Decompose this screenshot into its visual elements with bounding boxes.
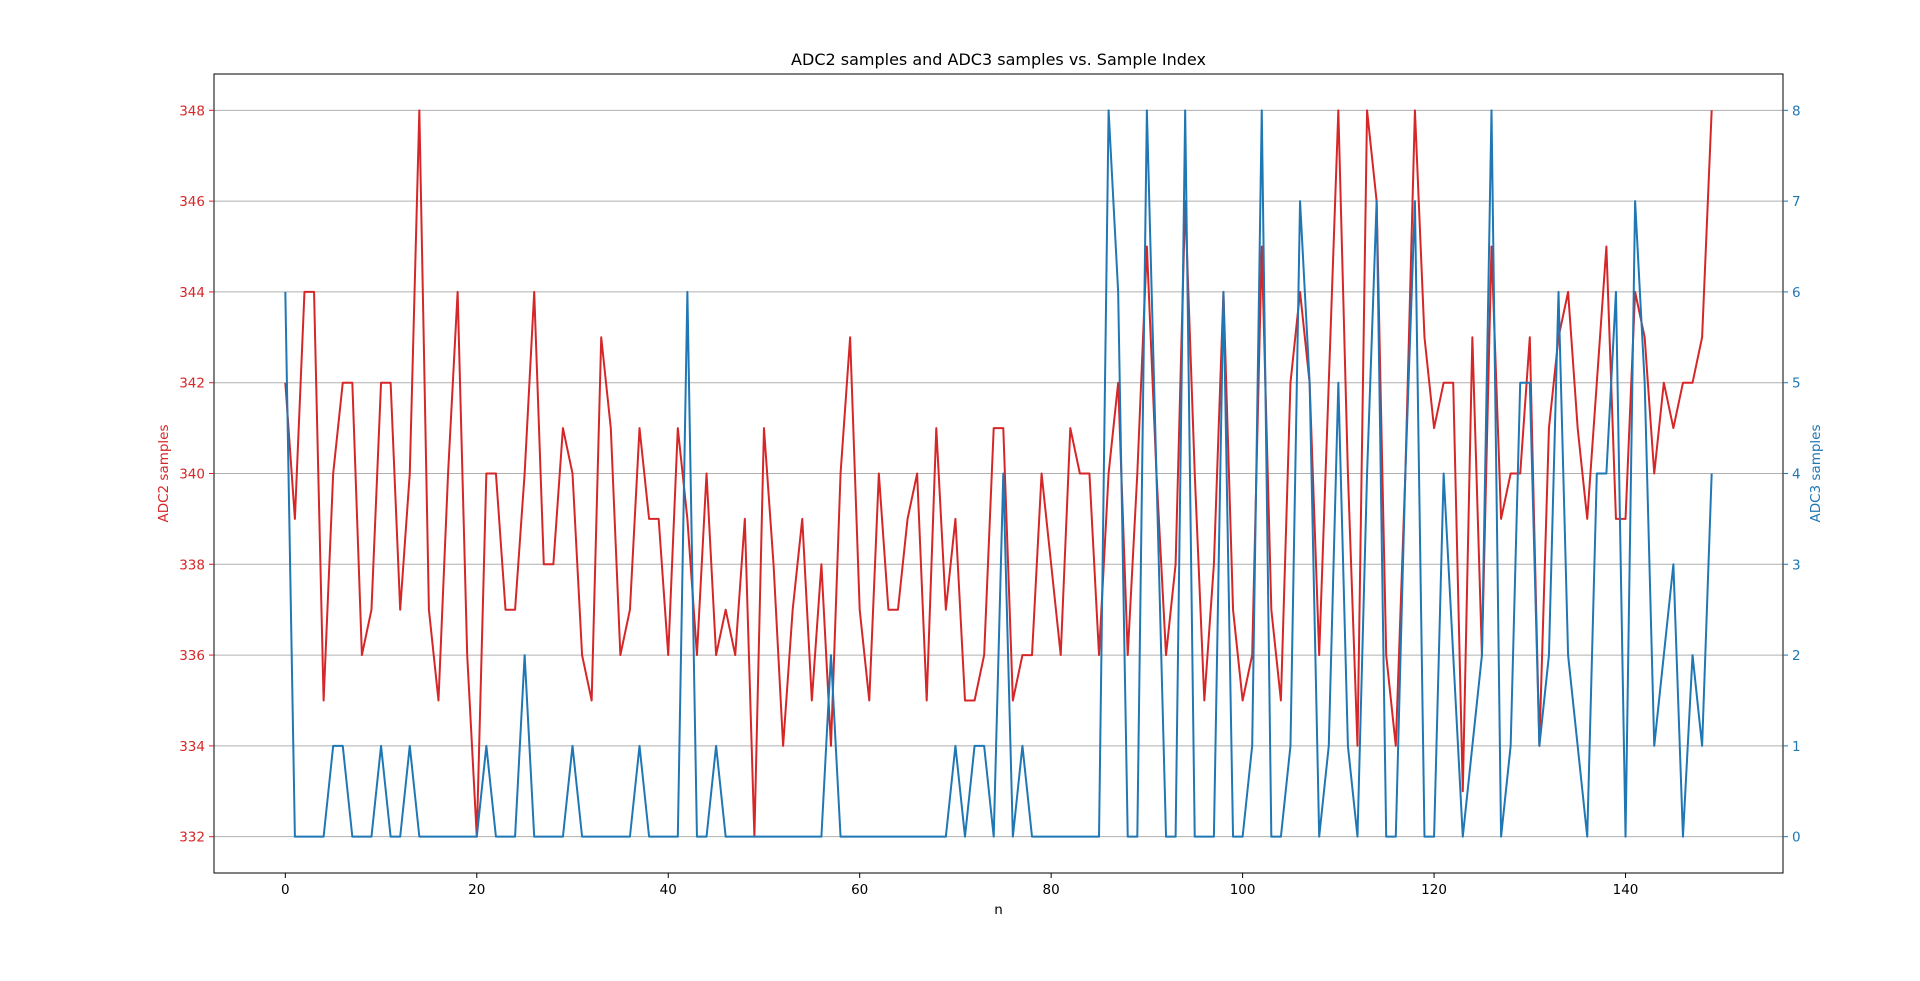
left-y-tick-label: 334 bbox=[179, 739, 205, 755]
left-y-axis-label: ADC2 samples bbox=[156, 424, 172, 522]
right-y-tick-label: 6 bbox=[1792, 285, 1801, 301]
x-tick-label: 120 bbox=[1421, 882, 1447, 898]
left-y-tick-label: 344 bbox=[179, 285, 205, 301]
left-y-tick-label: 342 bbox=[179, 376, 205, 392]
right-y-tick-label: 8 bbox=[1792, 103, 1801, 119]
right-y-tick-label: 0 bbox=[1792, 830, 1801, 846]
x-axis-label: n bbox=[994, 902, 1003, 918]
series-layer bbox=[284, 109, 1713, 838]
grid-lines bbox=[214, 109, 1783, 838]
chart-title: ADC2 samples and ADC3 samples vs. Sample… bbox=[791, 50, 1206, 69]
left-y-tick-label: 336 bbox=[179, 648, 205, 664]
x-tick-label: 60 bbox=[851, 882, 868, 898]
left-y-tick-label: 346 bbox=[179, 194, 205, 210]
x-axis-ticks: 0 20 40 60 80 100 120 140 bbox=[281, 873, 1638, 898]
right-y-axis-label: ADC3 samples bbox=[1808, 424, 1824, 522]
x-tick-label: 100 bbox=[1230, 882, 1256, 898]
x-tick-label: 140 bbox=[1613, 882, 1639, 898]
left-y-tick-label: 348 bbox=[179, 103, 205, 119]
right-y-tick-label: 3 bbox=[1792, 557, 1801, 573]
left-y-axis-ticks: 332 334 336 338 340 342 344 346 348 bbox=[179, 103, 214, 846]
x-tick-label: 80 bbox=[1043, 882, 1060, 898]
right-y-axis-ticks: 0 1 2 3 4 5 6 7 8 bbox=[1783, 103, 1801, 846]
right-y-tick-label: 1 bbox=[1792, 739, 1801, 755]
adc3-series-line bbox=[284, 109, 1713, 838]
right-y-tick-label: 7 bbox=[1792, 194, 1801, 210]
adc2-series-line bbox=[284, 109, 1713, 838]
left-y-tick-label: 340 bbox=[179, 467, 205, 483]
x-tick-label: 20 bbox=[468, 882, 485, 898]
x-tick-label: 0 bbox=[281, 882, 290, 898]
x-tick-label: 40 bbox=[660, 882, 677, 898]
left-y-tick-label: 332 bbox=[179, 830, 205, 846]
left-y-tick-label: 338 bbox=[179, 557, 205, 573]
right-y-tick-label: 4 bbox=[1792, 467, 1801, 483]
right-y-tick-label: 2 bbox=[1792, 648, 1801, 664]
right-y-tick-label: 5 bbox=[1792, 376, 1801, 392]
